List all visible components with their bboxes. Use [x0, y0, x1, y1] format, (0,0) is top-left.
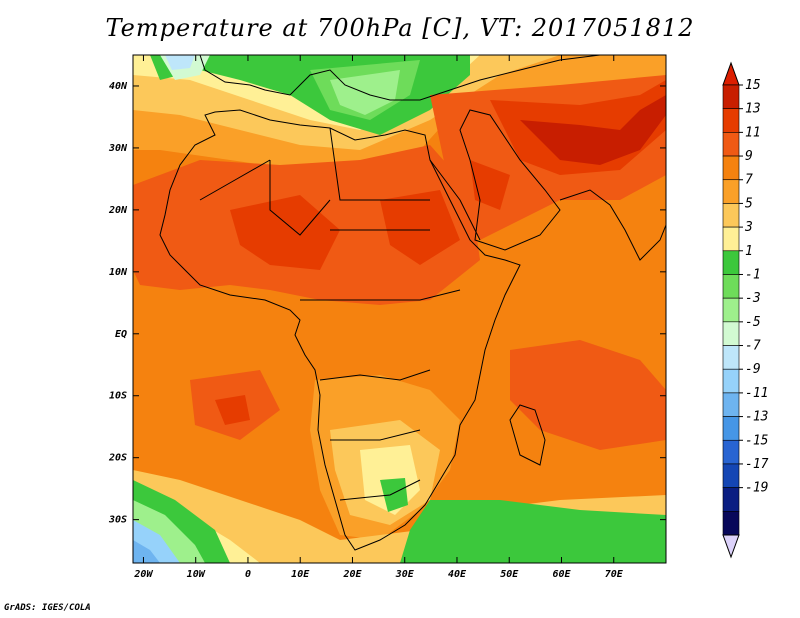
- iberia-coldest-region: [165, 55, 195, 70]
- colorbar-swatch: [722, 155, 740, 181]
- lesotho-green-region: [380, 478, 408, 512]
- temperature-field: [133, 55, 666, 563]
- lon-label: 20E: [342, 569, 362, 580]
- colorbar-label: -17: [745, 457, 769, 472]
- colorbar-swatch: [722, 321, 740, 346]
- colorbar-swatch: [722, 392, 740, 417]
- colorbar-swatch: [722, 250, 740, 275]
- colorbar-label: -13: [745, 410, 768, 425]
- colorbar: 15 13 11 9 7 5 3 1 -1 -3 -5 -7 -9 -11 -13 -15 -17 -19: [722, 61, 769, 559]
- colorbar-swatch: [722, 463, 740, 488]
- lon-label: 60E: [552, 569, 571, 580]
- colorbar-label: 9: [745, 149, 753, 164]
- colorbar-label: 15: [745, 78, 761, 93]
- colorbar-swatch: [722, 345, 740, 370]
- colorbar-swatch: [722, 416, 740, 441]
- lon-label: 20W: [133, 569, 153, 580]
- colorbar-label: -5: [745, 315, 761, 330]
- lon-label: 30E: [395, 569, 415, 580]
- sudan-hot-region: [380, 190, 460, 265]
- lon-label: 0: [245, 569, 251, 580]
- colorbar-label: -9: [745, 362, 761, 377]
- atlantic-hot-spot: [215, 395, 250, 425]
- arabia-coastline: [459, 109, 561, 251]
- lon-label: 40E: [448, 569, 467, 580]
- colorbar-bottom-arrow: [722, 534, 740, 559]
- country-borders: [199, 127, 481, 501]
- colorbar-swatch: [722, 439, 740, 465]
- colorbar-swatch: [722, 179, 740, 204]
- colorbar-swatch: [722, 274, 740, 299]
- colorbar-swatch: [722, 203, 740, 228]
- red-sea-hot-region: [470, 160, 510, 210]
- colorbar-label: -19: [745, 481, 768, 496]
- colorbar-label: -7: [745, 339, 761, 354]
- madagascar-coastline: [509, 404, 546, 466]
- lat-label: 30S: [108, 515, 127, 526]
- colorbar-swatch: [722, 297, 740, 323]
- grads-credit: GrADS: IGES/COLA: [4, 603, 91, 613]
- iran-pakistan-hot-region: [520, 95, 666, 165]
- plot-frame: [132, 54, 667, 564]
- indian-ocean-warm-region: [510, 340, 666, 450]
- lon-label: 70E: [605, 569, 624, 580]
- colorbar-label: 11: [745, 125, 761, 140]
- central-sahara-hot-region: [230, 195, 340, 270]
- colorbar-swatch: [722, 132, 740, 157]
- lat-label: 20S: [108, 453, 127, 464]
- lat-label: 30N: [108, 143, 128, 154]
- colorbar-label: -3: [745, 291, 761, 306]
- colorbar-label: -15: [745, 433, 769, 448]
- southeast-atlantic-coldest-region: [133, 540, 160, 563]
- africa-coastline: [159, 109, 521, 551]
- lat-label: 20N: [108, 205, 128, 216]
- colorbar-top-arrow: [722, 61, 740, 86]
- coastlines: [159, 55, 666, 551]
- colorbar-label: 5: [745, 196, 753, 211]
- colorbar-label: 3: [744, 220, 753, 235]
- latitude-axis: 40N 30N 20N 10N EQ 10S 20S 30S: [108, 81, 666, 526]
- lat-label: 10S: [109, 391, 127, 402]
- lon-label: 10E: [291, 569, 310, 580]
- lat-label: 10N: [109, 267, 128, 278]
- colorbar-swatch: [722, 226, 740, 252]
- colorbar-label: -1: [745, 267, 761, 282]
- india-coastline: [559, 189, 666, 261]
- south-indian-ocean-green-region: [400, 500, 666, 563]
- lat-label: EQ: [115, 329, 127, 340]
- map-title: Temperature at 700hPa [C], VT: 201705181…: [105, 14, 695, 42]
- colorbar-swatch: [722, 511, 740, 536]
- colorbar-swatch: [722, 84, 740, 109]
- colorbar-label: -11: [745, 386, 768, 401]
- colorbar-label: 7: [745, 173, 753, 188]
- longitude-axis: 20W 10W 0 10E 20E 30E 40E 50E 60E 70E: [133, 55, 624, 580]
- colorbar-swatch: [722, 487, 740, 512]
- lat-label: 40N: [109, 81, 128, 92]
- colorbar-label: 1: [745, 244, 753, 259]
- colorbar-swatch: [722, 368, 740, 394]
- lon-label: 50E: [500, 569, 519, 580]
- lon-label: 10W: [187, 569, 206, 580]
- colorbar-label: 13: [745, 102, 761, 117]
- mediterranean-coastline: [199, 55, 601, 101]
- colorbar-swatch: [722, 108, 740, 133]
